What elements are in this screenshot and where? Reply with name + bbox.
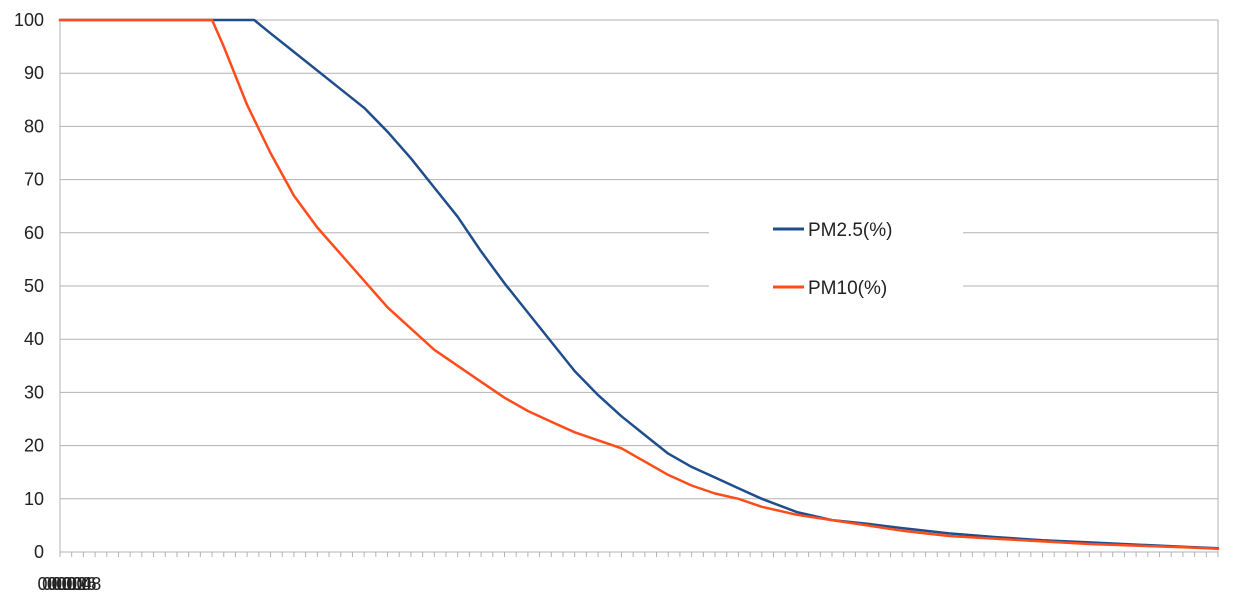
series-line-pm25	[58, 18, 1220, 550]
y-tick-label: 70	[24, 170, 44, 190]
y-tick-label: 100	[14, 10, 44, 30]
y-tick-label: 60	[24, 223, 44, 243]
y-tick-label: 90	[24, 63, 44, 83]
y-tick-label: 0	[34, 542, 44, 562]
x-tick-label: 00:04	[47, 574, 92, 594]
x-tick-label: 00:02	[42, 574, 87, 594]
y-tick-label: 20	[24, 436, 44, 456]
series-line-pm10	[58, 18, 1220, 551]
y-tick-label: 30	[24, 382, 44, 402]
grid-lines	[60, 19, 1219, 552]
axes: 0 10 20 30 40 50 60 70 80 90 100 00:0000:0200:0400:…	[14, 10, 1219, 594]
x-tick-label: 00:08	[56, 574, 101, 594]
x-tick-label: 00:06	[52, 574, 97, 594]
legend-label: PM10(%)	[808, 278, 887, 299]
x-tick-label: 00:00	[37, 574, 82, 594]
series-lines	[58, 18, 1220, 551]
y-tick-label: 80	[24, 116, 44, 136]
y-tick-label: 40	[24, 329, 44, 349]
legend-label: PM2.5(%)	[808, 220, 892, 241]
legend-box	[709, 196, 963, 320]
legend: PM2.5(%) PM10(%)	[709, 196, 963, 320]
y-tick-label: 50	[24, 276, 44, 296]
y-tick-label: 10	[24, 489, 44, 509]
